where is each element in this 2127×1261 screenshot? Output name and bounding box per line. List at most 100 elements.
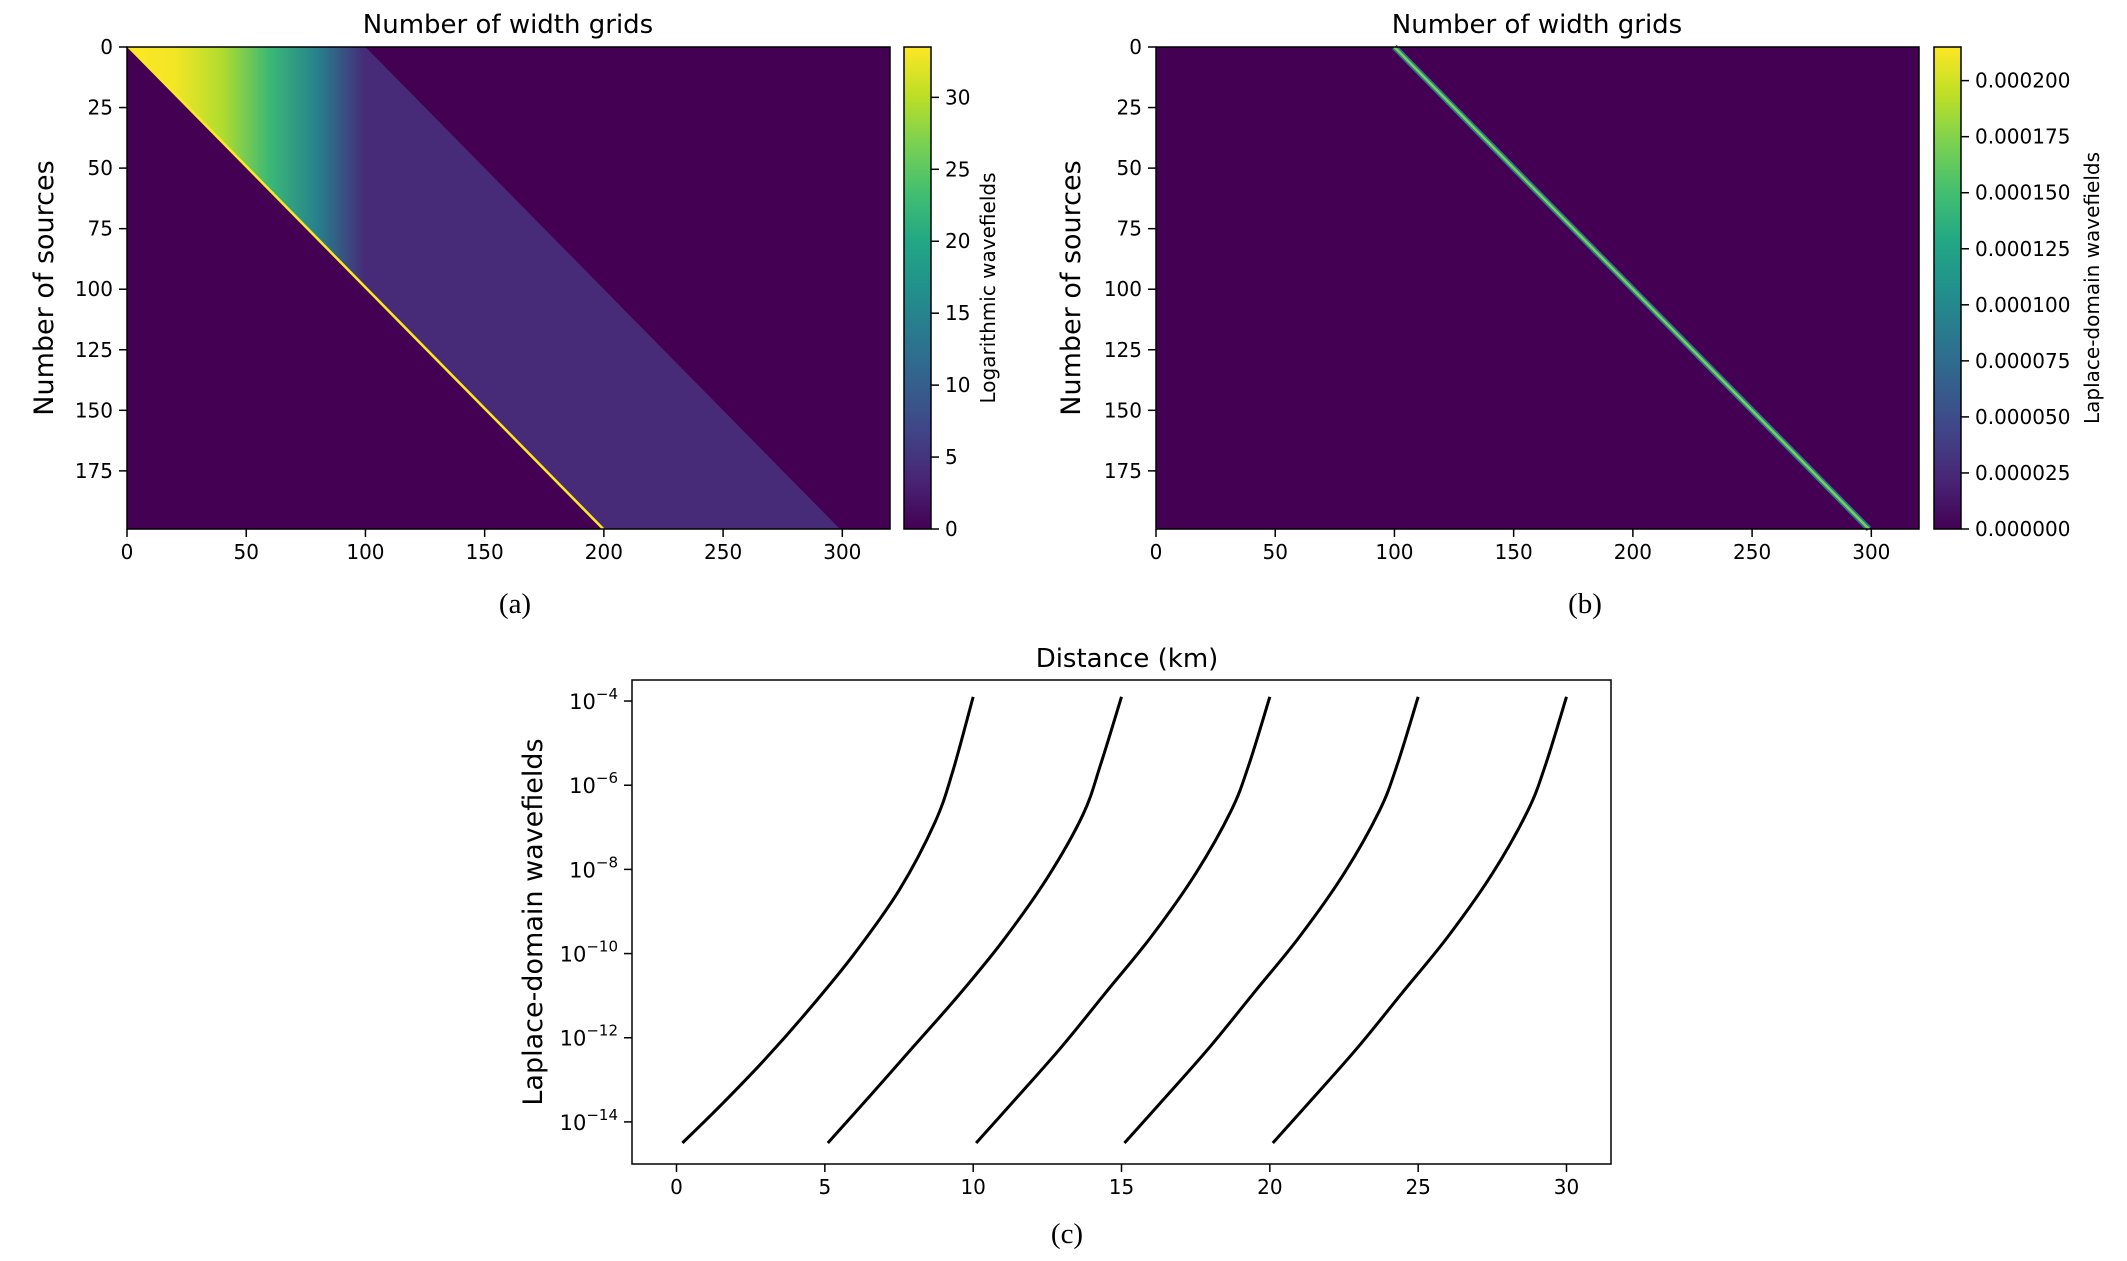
panel-c-caption: (c) — [1051, 1218, 1083, 1250]
panel-b-y-tick-label-7: 175 — [1104, 459, 1142, 483]
panel-a-colorbar-ramp — [903, 46, 932, 530]
panel-a-colorbar-tick-label-5: 25 — [945, 157, 970, 181]
panel-b-y-tick-label-6: 150 — [1104, 398, 1142, 422]
panel-b-colorbar-tick-label-2: 0.000050 — [1975, 405, 2070, 429]
panel-b-colorbar-tick-label-8: 0.000200 — [1975, 69, 2070, 93]
panel-c-series-line-4 — [1123, 696, 1420, 1144]
panel-a-y-ticks: 0 25 50 75 100 125 150 175 — [75, 35, 127, 483]
panel-b-colorbar-tick-label-6: 0.000150 — [1975, 181, 2070, 205]
panel-b-wavefield-line — [1393, 46, 1870, 530]
panel-c-series-group — [681, 696, 1568, 1145]
panel-b-colorbar-tick-label-7: 0.000175 — [1975, 125, 2070, 149]
panel-c-plot-frame — [631, 679, 1612, 1165]
panel-b-colorbar-tick-label-0: 0.000000 — [1975, 517, 2070, 541]
panel-c-x-tick-label-3: 15 — [1109, 1175, 1134, 1199]
panel-b: Number of width grids 0 50 100 150 200 250 300… — [1056, 10, 2104, 620]
panel-b-x-tick-label-6: 300 — [1852, 540, 1890, 564]
panel-a-title: Number of width grids — [363, 10, 653, 40]
panel-c-x-ticks: 0 5 10 15 20 25 30 — [670, 1164, 1579, 1199]
panel-b-plot: 0 50 100 150 200 250 300 0 25 50 75 100 125 150 175 — [1104, 35, 1920, 564]
panel-b-colorbar-ramp — [1933, 46, 1962, 530]
panel-a-x-tick-label-0: 0 — [121, 540, 134, 564]
panel-a-wavefield-band — [127, 47, 840, 529]
panel-c-x-tick-label-6: 30 — [1554, 1175, 1579, 1199]
panel-b-x-tick-label-3: 150 — [1495, 540, 1533, 564]
panel-b-colorbar-ticks: 0.000000 0.000025 0.000050 0.000075 0.000100… — [1961, 69, 2070, 541]
panel-b-colorbar: 0.000000 0.000025 0.000050 0.000075 0.000100… — [1933, 46, 2104, 541]
panel-c-y-tick-label-2: 10−8 — [569, 853, 618, 882]
panel-a-y-tick-label-6: 150 — [75, 398, 113, 422]
panel-c-y-ticks: 10−4 10−6 10−8 10−10 10−12 10−14 — [560, 685, 632, 1135]
panel-b-x-tick-label-0: 0 — [1150, 540, 1163, 564]
panel-a-colorbar-label: Logarithmic wavefields — [976, 173, 1000, 404]
panel-b-y-ticks: 0 25 50 75 100 125 150 175 — [1104, 35, 1156, 483]
panel-b-colorbar-label: Laplace-domain wavefields — [2080, 152, 2104, 424]
panel-a-x-tick-label-6: 300 — [823, 540, 861, 564]
panel-a-y-label: Number of sources — [29, 160, 60, 415]
panel-b-plot-frame — [1155, 46, 1920, 530]
panel-c: Distance (km) 0 5 10 15 20 25 30 10−410−610−81… — [518, 644, 1612, 1250]
panel-c-y-tick-label-3: 10−10 — [560, 938, 618, 967]
panel-b-y-tick-label-4: 100 — [1104, 277, 1142, 301]
panel-a-colorbar: 0 5 10 15 20 25 30 Logarithmic wavefields — [903, 46, 1000, 541]
panel-b-colorbar-tick-label-4: 0.000100 — [1975, 293, 2070, 317]
panel-b-title: Number of width grids — [1392, 10, 1682, 40]
panel-a-colorbar-ticks: 0 5 10 15 20 25 30 — [931, 85, 970, 541]
panel-c-title: Distance (km) — [1036, 644, 1219, 674]
panel-b-colorbar-tick-label-3: 0.000075 — [1975, 349, 2070, 373]
panel-b-x-tick-label-1: 50 — [1262, 540, 1287, 564]
panel-b-caption: (b) — [1568, 588, 1602, 620]
panel-a-y-tick-label-0: 0 — [100, 35, 113, 59]
panel-b-x-tick-label-4: 200 — [1614, 540, 1652, 564]
panel-a-y-tick-label-2: 50 — [88, 156, 113, 180]
panel-a-y-tick-label-1: 25 — [88, 96, 113, 120]
panel-a-x-tick-label-2: 100 — [346, 540, 384, 564]
panel-c-series-line-5 — [1271, 696, 1568, 1144]
panel-b-colorbar-tick-label-5: 0.000125 — [1975, 237, 2070, 261]
panel-c-x-tick-label-1: 5 — [818, 1175, 831, 1199]
panel-a-x-tick-label-3: 150 — [466, 540, 504, 564]
panel-a-caption: (a) — [499, 588, 531, 620]
panel-c-x-tick-label-5: 25 — [1405, 1175, 1430, 1199]
panel-a-colorbar-tick-label-0: 0 — [945, 517, 958, 541]
panel-a-colorbar-tick-label-2: 10 — [945, 373, 970, 397]
panel-c-x-tick-label-0: 0 — [670, 1175, 683, 1199]
panel-b-x-tick-label-2: 100 — [1375, 540, 1413, 564]
panel-a-y-tick-label-3: 75 — [88, 217, 113, 241]
panel-a-plot: 0 50 100 150 200 250 300 0 25 50 75 100 125 150 175 — [75, 35, 891, 564]
panel-a-x-tick-label-5: 250 — [704, 540, 742, 564]
panel-c-series-line-3 — [975, 696, 1272, 1144]
panel-b-y-tick-label-5: 125 — [1104, 338, 1142, 362]
panel-c-x-tick-label-4: 20 — [1257, 1175, 1282, 1199]
panel-a-x-tick-label-4: 200 — [585, 540, 623, 564]
panel-a-colorbar-tick-label-6: 30 — [945, 85, 970, 109]
panel-a-colorbar-tick-label-1: 5 — [945, 445, 958, 469]
panel-c-y-tick-label-4: 10−12 — [560, 1022, 618, 1051]
panel-b-y-tick-label-2: 50 — [1117, 156, 1142, 180]
panel-c-plot: 0 5 10 15 20 25 30 10−4 10−6 10−8 10−10 10−12 10−14 — [560, 679, 1612, 1199]
panel-a: Number of width grids 0 50 100 150 200 250 300… — [29, 10, 1000, 620]
panel-b-y-tick-label-1: 25 — [1117, 96, 1142, 120]
panel-c-y-label: Laplace-domain wavefields — [518, 738, 549, 1105]
panel-a-x-ticks: 0 50 100 150 200 250 300 — [121, 529, 861, 564]
panel-c-y-tick-label-1: 10−6 — [569, 769, 618, 798]
panel-a-colorbar-tick-label-3: 15 — [945, 301, 970, 325]
panel-c-y-tick-label-0: 10−4 — [569, 685, 618, 714]
panel-a-y-tick-label-7: 175 — [75, 459, 113, 483]
panel-c-y-tick-label-5: 10−14 — [560, 1106, 618, 1135]
panel-b-colorbar-tick-label-1: 0.000025 — [1975, 461, 2070, 485]
panel-b-x-ticks: 0 50 100 150 200 250 300 — [1150, 529, 1890, 564]
panel-c-series-line-1 — [681, 696, 975, 1145]
panel-a-x-tick-label-1: 50 — [233, 540, 258, 564]
panel-a-band-edge — [127, 47, 606, 529]
panel-b-heatmap-background — [1156, 47, 1919, 529]
panel-a-y-tick-label-4: 100 — [75, 277, 113, 301]
panel-a-y-tick-label-5: 125 — [75, 338, 113, 362]
panel-a-plot-frame — [126, 46, 891, 530]
panel-a-colorbar-tick-label-4: 20 — [945, 229, 970, 253]
panel-b-y-tick-label-3: 75 — [1117, 217, 1142, 241]
panel-b-x-tick-label-5: 250 — [1733, 540, 1771, 564]
panel-c-series-line-2 — [826, 696, 1123, 1144]
panel-c-x-tick-label-2: 10 — [960, 1175, 985, 1199]
